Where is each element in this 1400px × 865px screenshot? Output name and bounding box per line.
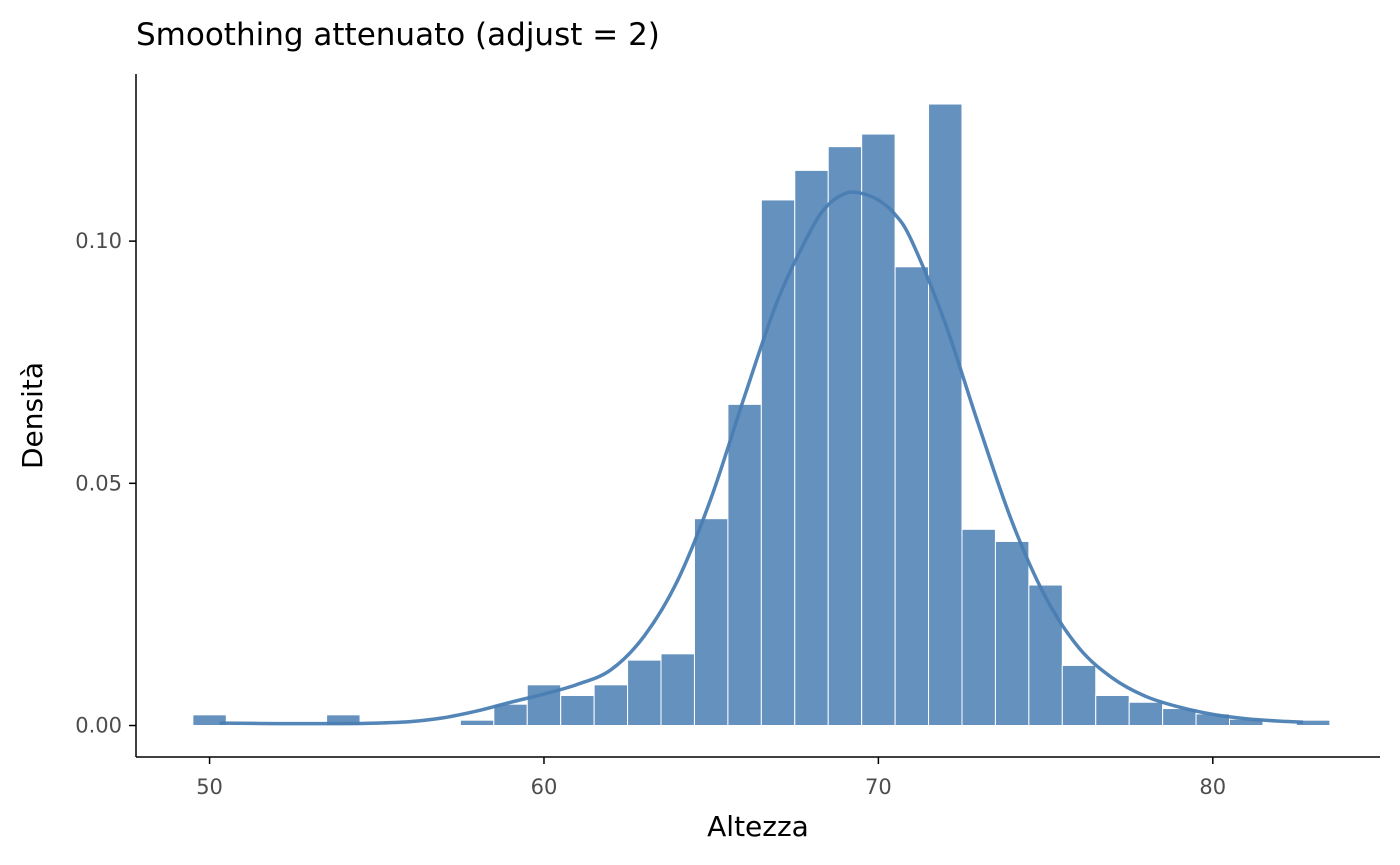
histogram-bar [192, 714, 227, 727]
histogram-bar [928, 103, 963, 727]
histogram-bar [459, 719, 495, 727]
histogram-bar [493, 703, 528, 727]
histogram-bar [593, 684, 629, 727]
histogram-bar [1028, 584, 1063, 727]
histogram-bar [560, 694, 595, 727]
histogram-bar [994, 540, 1030, 727]
histogram-bar [894, 266, 930, 727]
histogram-bar [1095, 694, 1130, 727]
chart-title: Smoothing attenuato (adjust = 2) [136, 17, 660, 53]
x-tick-label: 80 [1199, 775, 1226, 799]
histogram-bar [1061, 664, 1097, 727]
histogram-bar [827, 146, 863, 727]
histogram-bar [660, 653, 695, 727]
axes: 50 60 70 80 0.00 0.05 0.10 [75, 74, 1380, 799]
histogram-bar [861, 133, 896, 727]
histogram-bars [192, 103, 1331, 727]
density-curve-group [219, 190, 1304, 726]
density-curve [219, 190, 1304, 726]
y-tick-label: 0.05 [75, 471, 122, 495]
histogram-bar [326, 714, 361, 727]
histogram-bar [693, 518, 729, 727]
y-tick-label: 0.00 [75, 714, 122, 738]
x-tick-label: 60 [531, 775, 558, 799]
histogram-bar [961, 528, 996, 727]
histogram-bar [727, 403, 762, 727]
histogram-bar [627, 659, 662, 727]
x-axis-title: Altezza [707, 810, 809, 843]
histogram-bar [760, 199, 796, 727]
histogram-bar [1128, 701, 1164, 727]
x-tick-label: 70 [865, 775, 892, 799]
y-axis-title: Densità [16, 362, 49, 469]
y-tick-label: 0.10 [75, 229, 122, 253]
x-tick-label: 50 [196, 775, 223, 799]
